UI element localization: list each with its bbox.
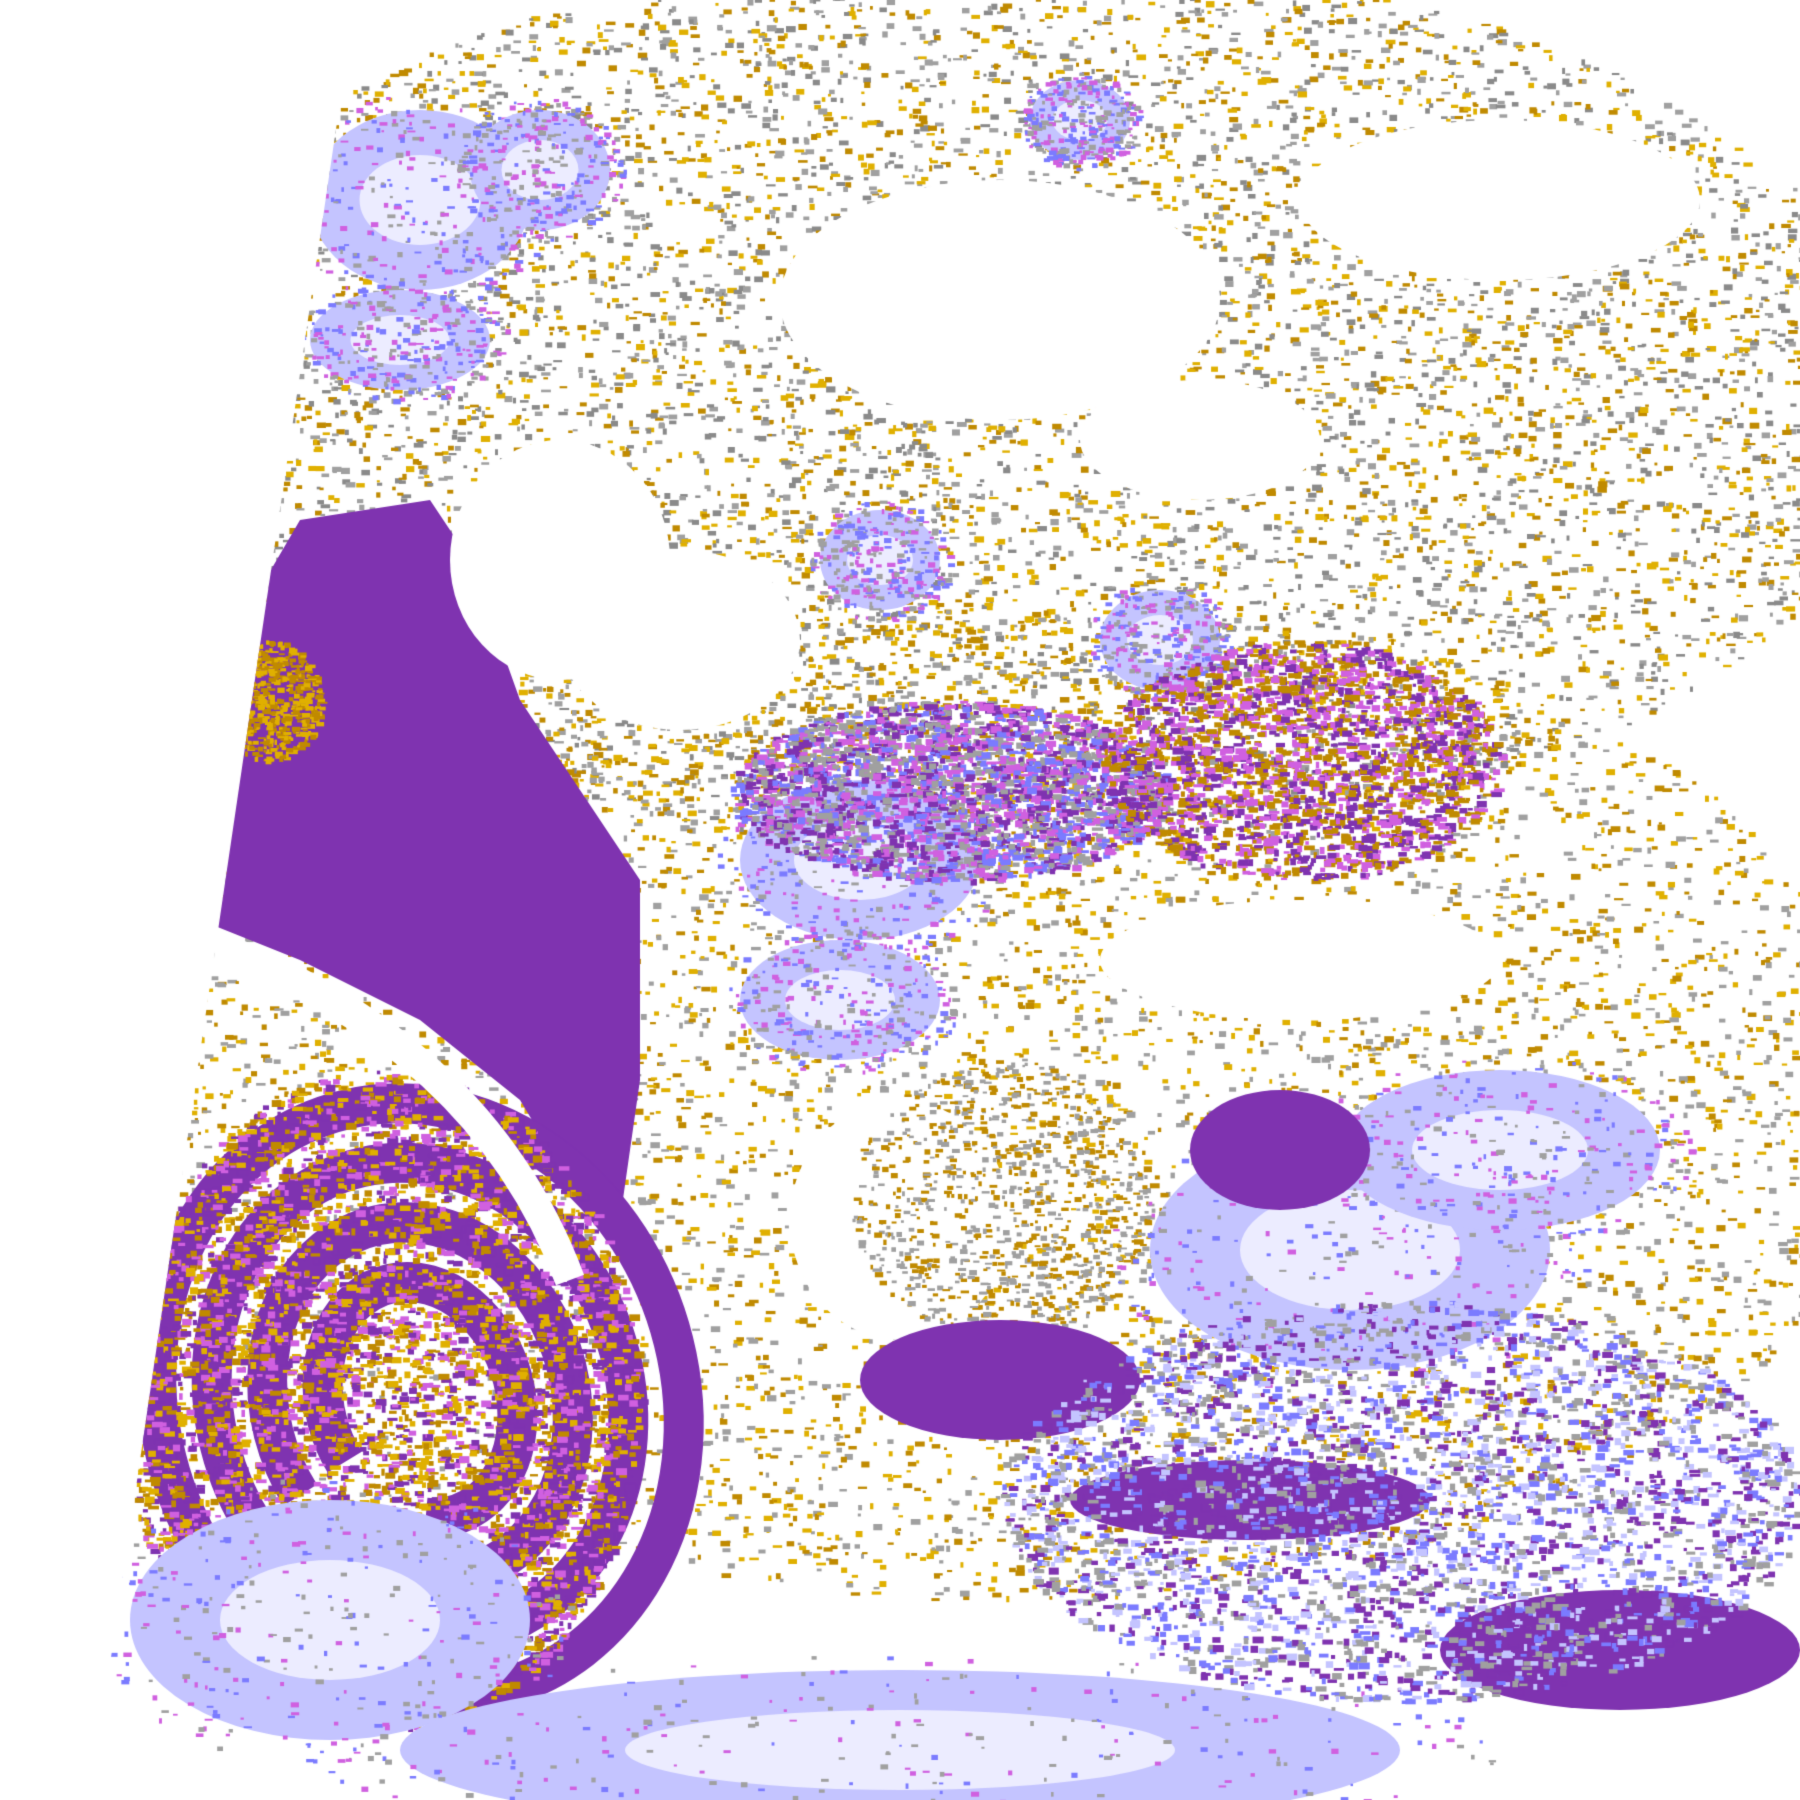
cloud-classification-image xyxy=(0,0,1800,1800)
satellite-map xyxy=(0,0,1800,1800)
